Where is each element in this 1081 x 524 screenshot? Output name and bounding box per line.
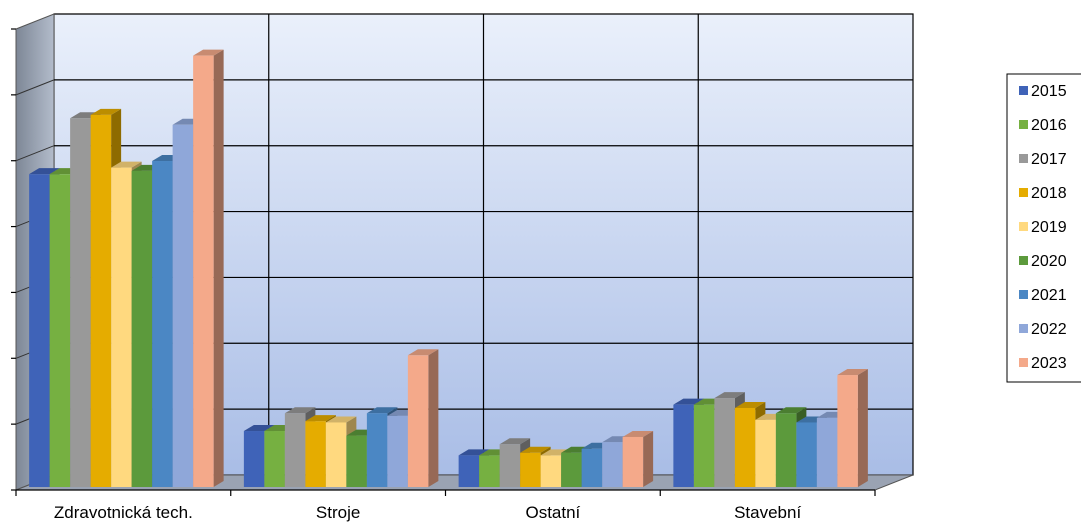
axes: [11, 28, 876, 496]
bar: [837, 369, 868, 487]
legend-label: 2018: [1031, 185, 1067, 202]
legend-label: 2015: [1031, 83, 1067, 100]
legend-swatch: [1019, 86, 1028, 95]
bar: [193, 49, 224, 488]
legend-swatch: [1019, 154, 1028, 163]
legend-swatch: [1019, 188, 1028, 197]
legend-swatch: [1019, 120, 1028, 129]
legend-item: 2020: [1019, 253, 1067, 270]
legend-item: 2016: [1019, 117, 1067, 134]
legend-item: 2021: [1019, 287, 1067, 304]
bars: [29, 49, 868, 488]
gridline-side: [15, 79, 55, 96]
legend-swatch: [1019, 222, 1028, 231]
category-label: Stroje: [316, 503, 360, 522]
legend-label: 2019: [1031, 219, 1067, 236]
legend-label: 2023: [1031, 355, 1067, 372]
legend-item: 2019: [1019, 219, 1067, 236]
category-label: Stavební: [734, 503, 801, 522]
legend-label: 2020: [1031, 253, 1067, 270]
category-labels: Zdravotnická tech. Stroje Ostatní Stavební: [54, 503, 802, 522]
legend: 2015 2016 2017 2018 2019 2020 2021 2022 2023: [1006, 73, 1081, 383]
legend-item: 2015: [1019, 83, 1067, 100]
legend-item: 2022: [1019, 321, 1067, 338]
bar: [407, 349, 439, 487]
category-label: Zdravotnická tech.: [54, 503, 193, 522]
legend-label: 2021: [1031, 287, 1067, 304]
legend-item: 2018: [1019, 185, 1067, 202]
legend-label: 2016: [1031, 117, 1067, 134]
legend-label: 2017: [1031, 151, 1067, 168]
gridline-side: [15, 145, 55, 162]
legend-swatch: [1019, 290, 1028, 299]
legend-swatch: [1019, 324, 1028, 333]
legend-swatch: [1019, 358, 1028, 367]
bar: [622, 430, 654, 487]
legend-item: 2023: [1019, 355, 1067, 372]
legend-swatch: [1019, 256, 1028, 265]
legend-label: 2022: [1031, 321, 1067, 338]
legend-item: 2017: [1019, 151, 1067, 168]
category-label: Ostatní: [525, 503, 580, 522]
